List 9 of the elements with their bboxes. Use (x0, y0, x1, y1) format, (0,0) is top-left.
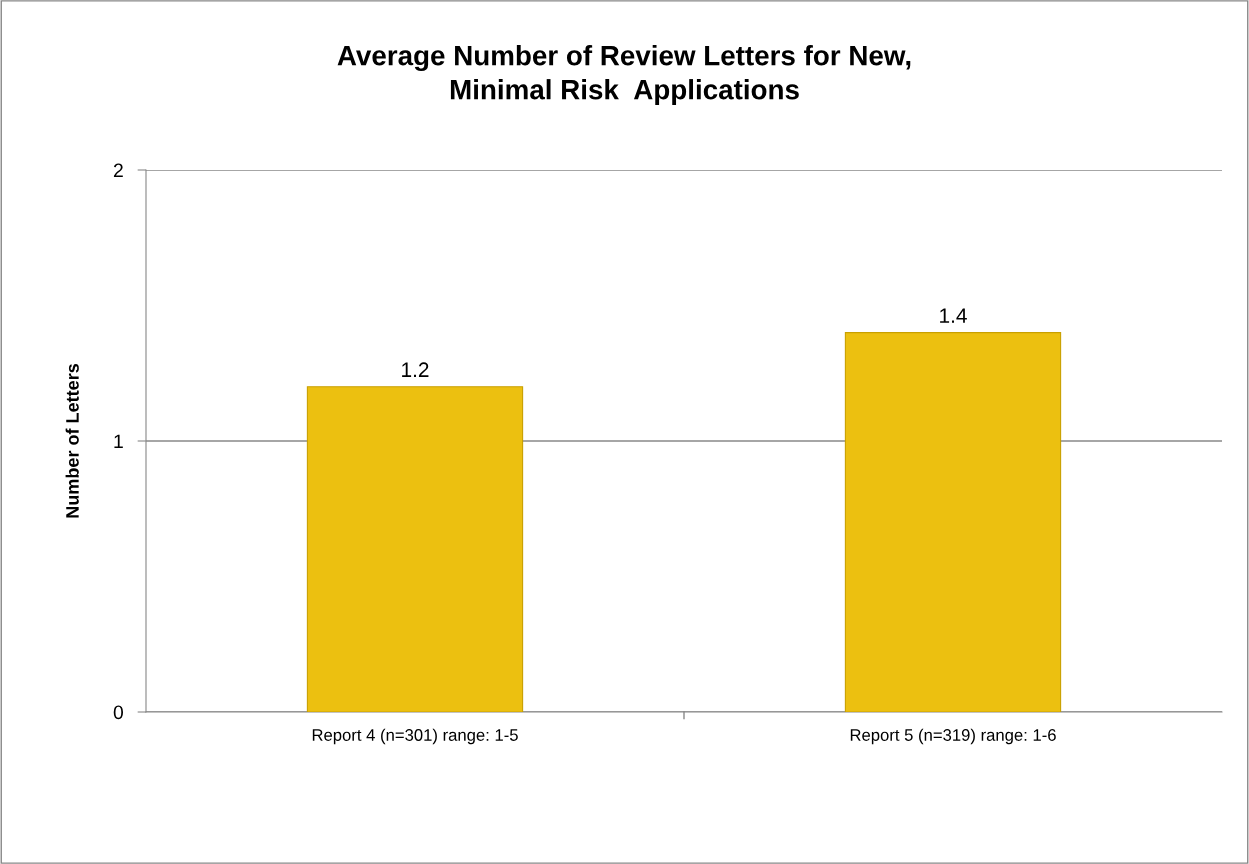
y-tick-label: 1 (114, 434, 123, 449)
y-tick-label: 2 (113, 163, 123, 178)
y-tick-label: 0 (113, 705, 124, 720)
x-tick-label: Report 5 (n=319) range: 1-6 (850, 728, 1056, 745)
y-axis-title: Number of Letters (65, 363, 79, 518)
data-label: 1.2 (402, 362, 429, 377)
x-tick-label: Report 4 (n=301) range: 1-5 (312, 728, 518, 745)
data-label: 1.4 (940, 308, 967, 323)
chart-title: Average Number of Review Letters for New, Minimal Risk Applications (337, 45, 911, 105)
